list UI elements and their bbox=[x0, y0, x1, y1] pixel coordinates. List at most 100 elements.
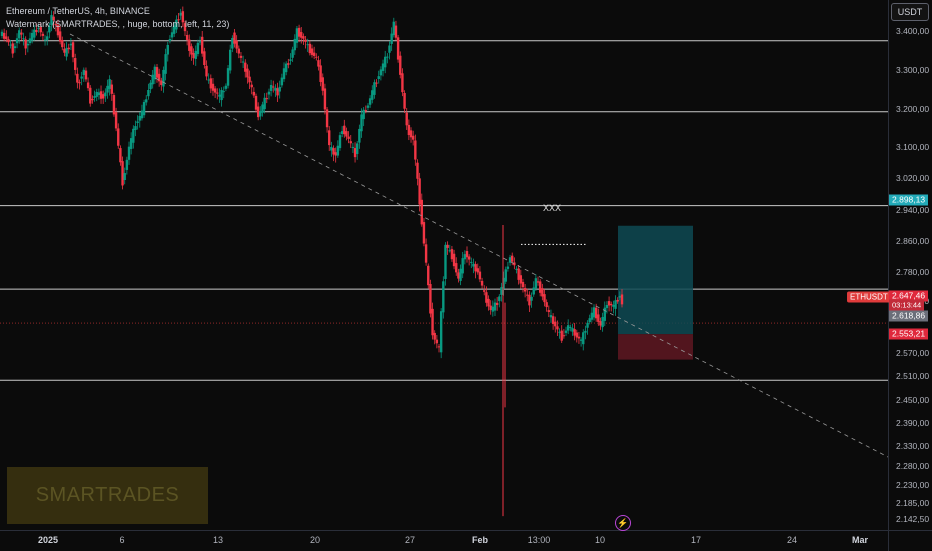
candle-body bbox=[528, 294, 531, 306]
candle-body bbox=[564, 330, 568, 333]
candle-body bbox=[35, 29, 38, 33]
candle-body bbox=[319, 65, 322, 82]
candle-body bbox=[140, 110, 144, 119]
time-tick-label: 13:00 bbox=[527, 535, 551, 545]
price-tick-label: 2.860,00 bbox=[896, 235, 930, 246]
candle-body bbox=[7, 39, 10, 43]
candle-body bbox=[575, 332, 578, 338]
candle-body bbox=[41, 33, 45, 36]
candle-body bbox=[244, 62, 247, 72]
candle-body bbox=[241, 61, 245, 63]
candle-body bbox=[388, 45, 391, 53]
currency-button[interactable]: USDT bbox=[891, 3, 929, 21]
price-tick-label: 2.940,00 bbox=[896, 204, 930, 215]
candle-body bbox=[377, 76, 380, 79]
candle-body bbox=[190, 46, 193, 55]
candle-body bbox=[145, 99, 148, 103]
candle-body bbox=[489, 305, 492, 311]
candle-body bbox=[517, 268, 520, 280]
candle-body bbox=[177, 19, 180, 21]
candle-body bbox=[101, 94, 105, 99]
candle-body bbox=[37, 27, 40, 29]
candle-body bbox=[551, 316, 555, 324]
candle-body bbox=[69, 43, 73, 46]
time-axis[interactable] bbox=[0, 530, 888, 551]
candle-body bbox=[224, 85, 228, 89]
time-tick-label: 24 bbox=[786, 535, 798, 545]
candle-body bbox=[590, 312, 594, 320]
price-axis[interactable] bbox=[888, 0, 932, 530]
candle-body bbox=[289, 59, 292, 61]
watermark: SMARTRADES bbox=[7, 467, 208, 524]
price-chart[interactable] bbox=[0, 0, 888, 530]
candle-body bbox=[284, 63, 288, 73]
time-tick-label: 13 bbox=[212, 535, 224, 545]
candle-body bbox=[315, 56, 318, 58]
candle-body bbox=[259, 111, 262, 117]
candle-body bbox=[502, 277, 505, 289]
legend-indicator-line[interactable]: Watermark (SMARTRADES, , huge, bottom, l… bbox=[6, 19, 230, 29]
candle-body bbox=[306, 44, 309, 46]
candle-body bbox=[418, 178, 421, 205]
candle-body bbox=[11, 43, 14, 54]
candle-body bbox=[265, 98, 268, 100]
candle-body bbox=[58, 31, 62, 42]
candle-body bbox=[491, 306, 495, 312]
candle-body bbox=[155, 67, 159, 78]
candle-body bbox=[310, 48, 314, 55]
candle-body bbox=[321, 77, 324, 91]
candle-body bbox=[248, 76, 251, 83]
candle-body bbox=[168, 39, 172, 42]
candle-body bbox=[353, 148, 357, 158]
candle-body bbox=[511, 255, 514, 262]
lightning-bolt-icon[interactable]: ⚡ bbox=[615, 515, 631, 531]
candle-body bbox=[231, 37, 234, 49]
candle-body bbox=[610, 303, 613, 306]
candle-body bbox=[216, 92, 219, 94]
price-tick-label: 3.300,00 bbox=[896, 64, 930, 75]
candle-body bbox=[207, 79, 210, 81]
candle-body bbox=[523, 287, 527, 292]
candle-body bbox=[577, 336, 581, 339]
entry-price-tag: 2.618,86 bbox=[889, 310, 929, 322]
candle-body bbox=[566, 325, 570, 331]
annotation-label[interactable]: XXX bbox=[543, 203, 562, 213]
candle-body bbox=[89, 87, 92, 104]
candle-body bbox=[147, 89, 150, 97]
target-price-tag: 2.898,13 bbox=[889, 194, 929, 206]
candle-body bbox=[584, 330, 587, 333]
candle-body bbox=[317, 60, 320, 67]
candle-body bbox=[61, 40, 64, 48]
candle-body bbox=[472, 263, 475, 267]
symbol-tag: ETHUSDT bbox=[847, 291, 891, 303]
candle-body bbox=[211, 83, 215, 91]
candle-body bbox=[108, 79, 111, 89]
candle-body bbox=[99, 91, 103, 99]
candle-body bbox=[63, 48, 66, 53]
legend-symbol-line[interactable]: Ethereum / TetherUS, 4h, BINANCE bbox=[6, 6, 150, 16]
candle-body bbox=[582, 332, 585, 345]
candle-body bbox=[203, 51, 206, 66]
candle-body bbox=[375, 82, 378, 84]
candle-body bbox=[530, 296, 533, 301]
candle-body bbox=[470, 261, 473, 263]
watermark-text: SMARTRADES bbox=[35, 484, 180, 506]
chart-plot-area[interactable] bbox=[0, 0, 888, 530]
candle-body bbox=[452, 253, 456, 267]
candle-body bbox=[340, 131, 344, 134]
candle-body bbox=[336, 145, 340, 156]
candle-body bbox=[347, 136, 350, 139]
candle-body bbox=[65, 48, 68, 57]
candle-body bbox=[390, 33, 393, 44]
price-tick-label: 3.200,00 bbox=[896, 103, 930, 114]
candle-body bbox=[132, 128, 135, 143]
candle-body bbox=[151, 74, 154, 85]
candle-body bbox=[239, 55, 243, 58]
candle-body bbox=[478, 271, 482, 280]
candle-body bbox=[308, 43, 312, 54]
candle-body bbox=[198, 41, 202, 43]
candle-body bbox=[558, 331, 561, 333]
last-price-tag: 2.647,46 bbox=[889, 290, 929, 302]
candle-body bbox=[409, 130, 413, 138]
time-tick-label: 10 bbox=[594, 535, 606, 545]
